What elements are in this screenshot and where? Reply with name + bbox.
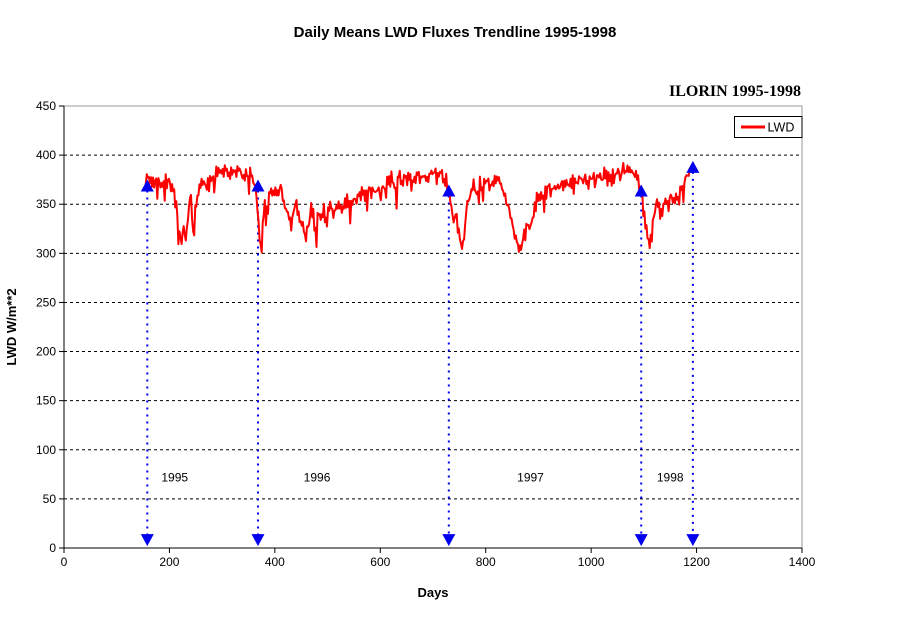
x-tick-label: 800 <box>476 555 496 569</box>
legend-box <box>734 116 803 138</box>
chart-title: Daily Means LWD Fluxes Trendline 1995-19… <box>294 24 617 41</box>
lwd-series-line <box>144 162 695 254</box>
x-axis-title: Days <box>417 585 448 600</box>
y-tick-label: 450 <box>36 99 56 113</box>
y-tick-label: 100 <box>36 443 56 457</box>
axis-marker-down-triangle <box>442 534 456 547</box>
x-tick-label: 0 <box>61 555 68 569</box>
trend-marker-up-triangle <box>634 184 648 197</box>
x-tick-label: 1200 <box>683 555 710 569</box>
axis-marker-down-triangle <box>251 534 265 547</box>
x-tick-label: 1000 <box>578 555 605 569</box>
legend-series-label: LWD <box>768 121 795 135</box>
year-label: 1995 <box>161 470 188 484</box>
axis-marker-down-triangle <box>140 534 154 547</box>
trend-marker-up-triangle <box>251 179 265 192</box>
plot-area: 0 50 100 150 200 250 300 350 400 450 0 200 400 600 800… <box>36 99 816 569</box>
trend-marker-up-triangle <box>686 160 700 173</box>
y-tick-label: 400 <box>36 148 56 162</box>
y-tick-label: 0 <box>49 541 56 555</box>
y-tick-label: 250 <box>36 295 56 309</box>
axis-marker-down-triangle <box>634 534 648 547</box>
y-tick-label: 150 <box>36 394 56 408</box>
x-tick-label: 600 <box>370 555 390 569</box>
y-axis-title: LWD W/m**2 <box>4 288 19 365</box>
y-tick-label: 50 <box>43 492 57 506</box>
y-tick-label: 350 <box>36 197 56 211</box>
trend-marker-up-triangle <box>140 179 154 192</box>
x-tick-label: 400 <box>265 555 285 569</box>
trend-marker-up-triangle <box>442 184 456 197</box>
year-label: 1996 <box>304 470 331 484</box>
y-tick-label: 200 <box>36 345 56 359</box>
station-label: ILORIN 1995-1998 <box>669 83 801 100</box>
x-tick-label: 1400 <box>789 555 816 569</box>
legend: LWD <box>734 116 803 138</box>
axis-marker-down-triangle <box>686 534 700 547</box>
x-tick-label: 200 <box>159 555 179 569</box>
y-tick-label: 300 <box>36 246 56 260</box>
year-label: 1998 <box>657 470 684 484</box>
year-label: 1997 <box>517 470 544 484</box>
